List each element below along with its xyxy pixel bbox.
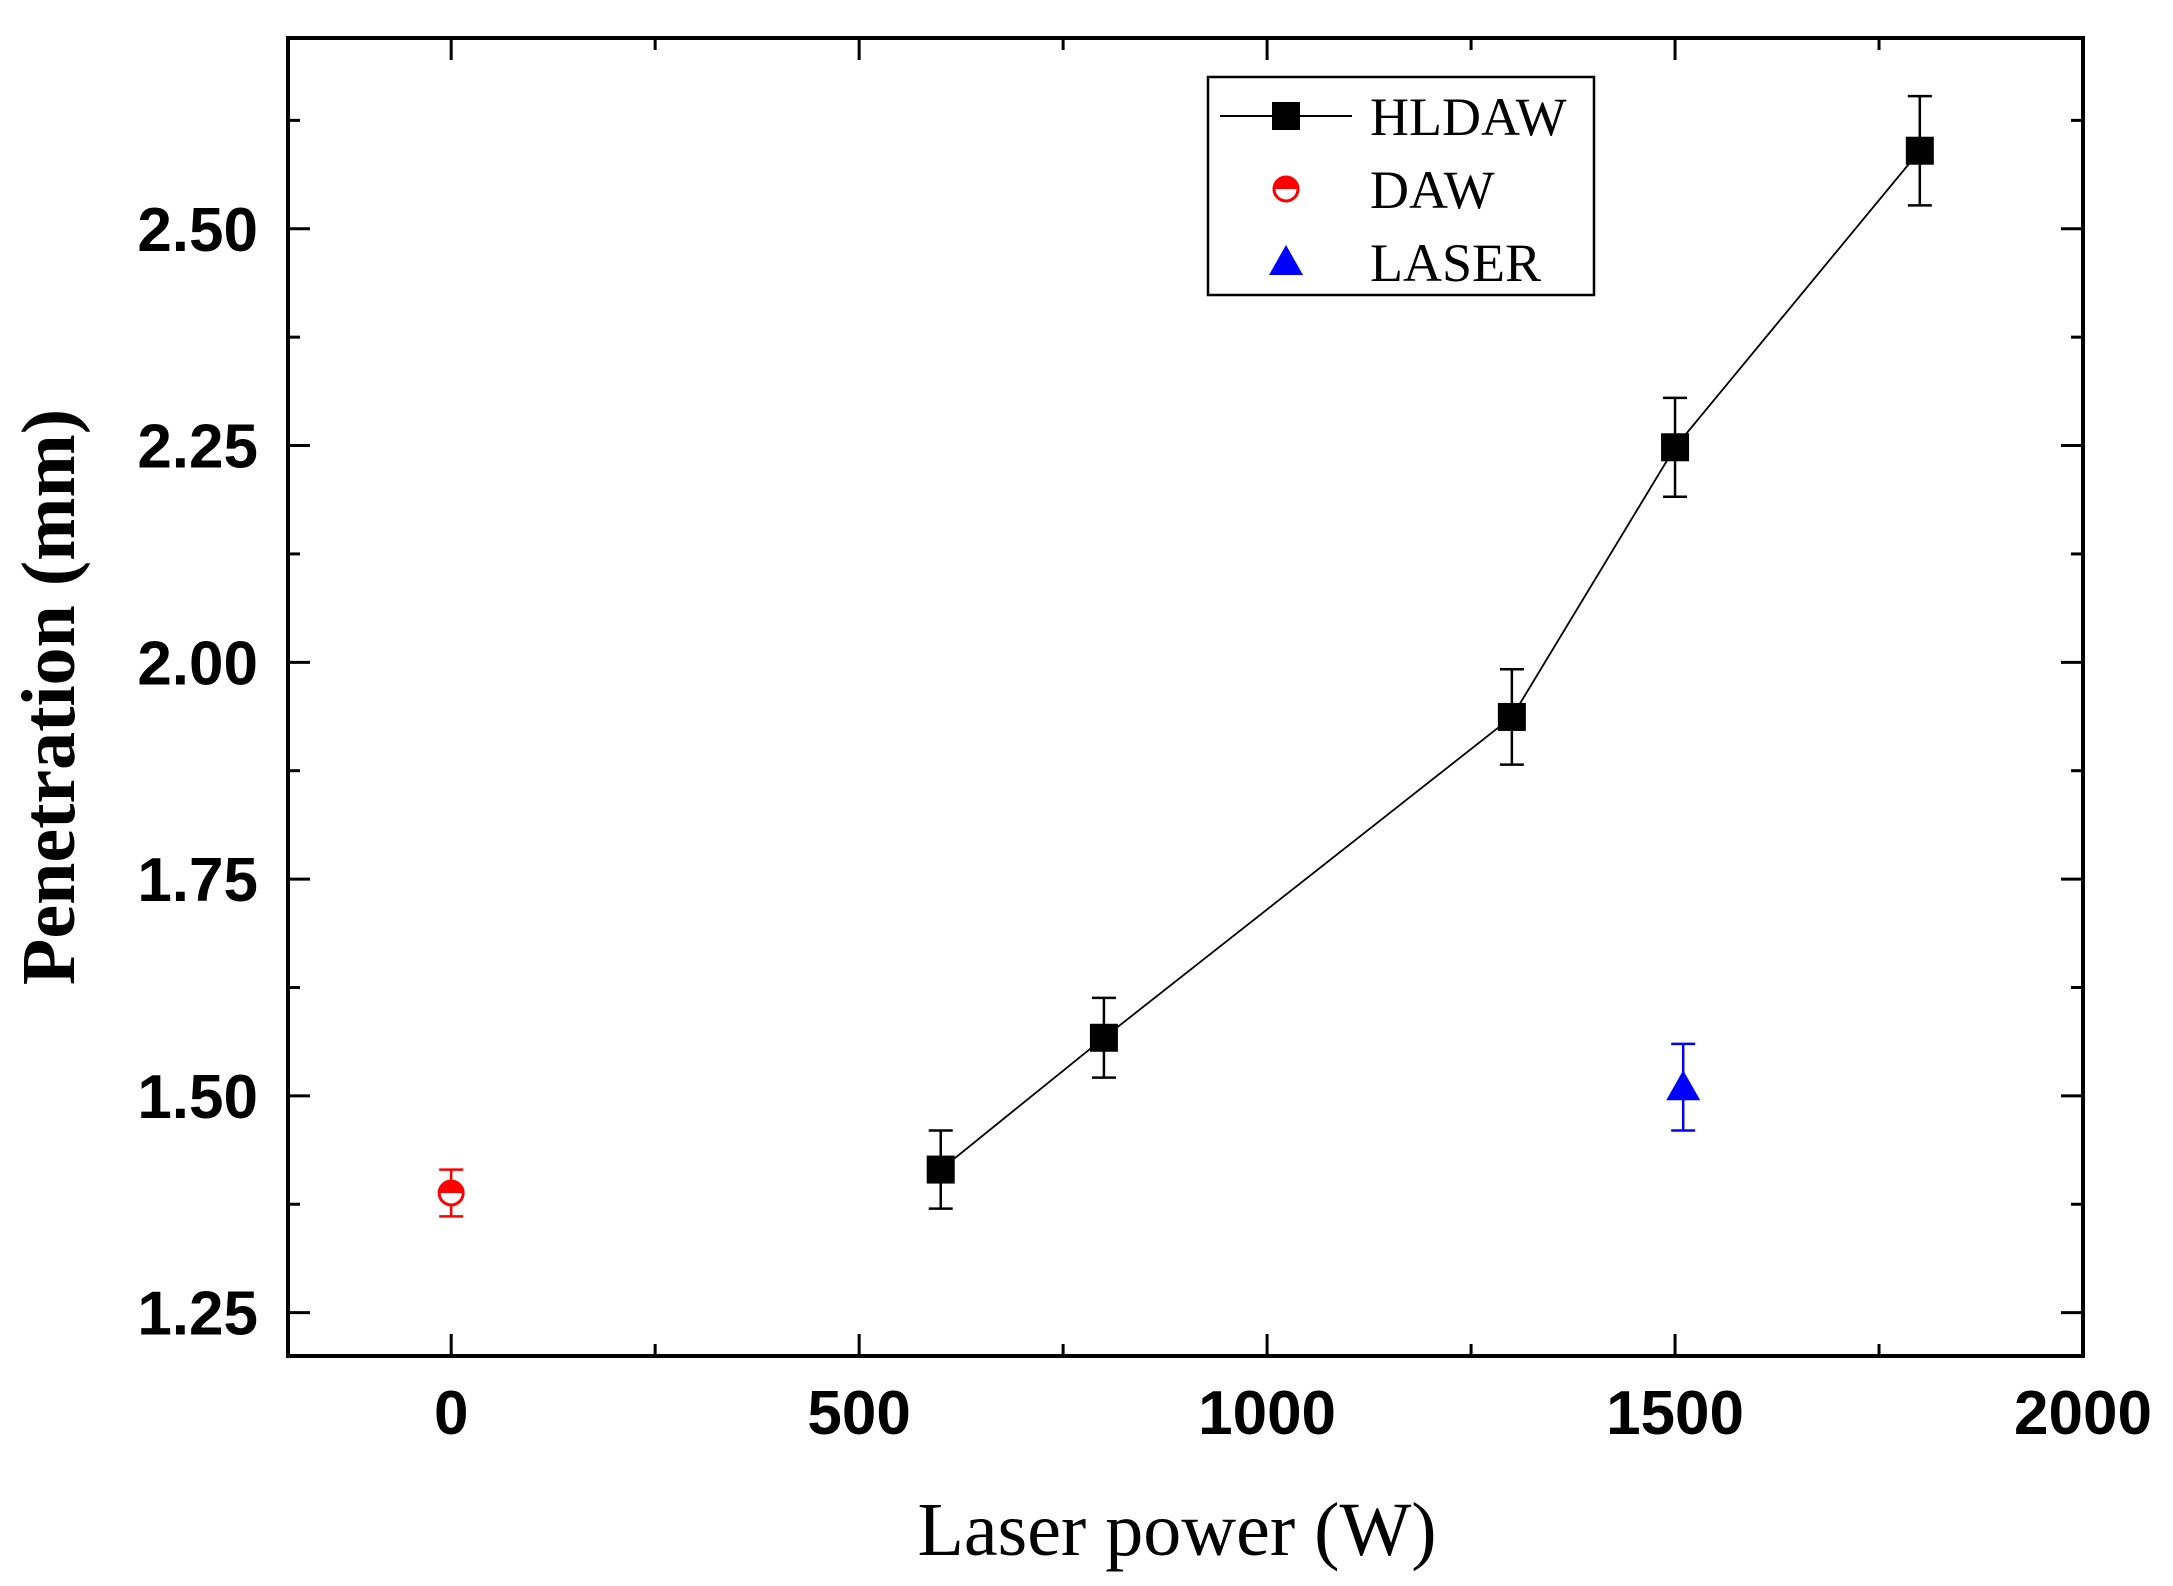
- legend-item-hldaw: HLDAW: [1220, 87, 1567, 147]
- axis-ticks: [288, 38, 2085, 1356]
- y-tick-label: 2.00: [137, 629, 258, 698]
- y-tick-label: 1.50: [137, 1063, 258, 1132]
- marker-fill: [439, 1180, 464, 1193]
- legend-label: DAW: [1370, 160, 1495, 220]
- series-hldaw: [926, 94, 1934, 1210]
- series-daw: [437, 1168, 465, 1218]
- data-point: [437, 1179, 465, 1207]
- legend-item-laser: LASER: [1269, 233, 1541, 293]
- x-tick-label: 2000: [2014, 1379, 2152, 1448]
- legend-label: LASER: [1370, 233, 1541, 293]
- legend-marker: [1272, 102, 1300, 130]
- series-line: [940, 150, 1921, 1171]
- data-point: [1661, 433, 1690, 462]
- y-tick-label: 1.75: [137, 846, 258, 915]
- x-tick-label: 0: [434, 1379, 468, 1448]
- plot-frame: [286, 36, 2085, 1358]
- axis-tick-labels: 0 500 1000 1500 2000 1.25 1.50 1.75 2.00 2.25 2.50: [137, 196, 2152, 1448]
- series-laser: [1666, 1042, 1701, 1132]
- y-tick-label: 2.25: [137, 413, 258, 482]
- x-tick-label: 1500: [1606, 1379, 1744, 1448]
- legend-label: HLDAW: [1370, 87, 1567, 147]
- data-point: [1089, 1023, 1118, 1052]
- marker-fill: [1274, 177, 1298, 189]
- y-tick-label: 2.50: [137, 196, 258, 265]
- data-point: [1905, 136, 1934, 165]
- x-tick-label: 1000: [1198, 1379, 1336, 1448]
- legend-marker: [1269, 245, 1303, 275]
- legend: HLDAW DAW LASER: [1206, 75, 1596, 297]
- series-layer: [437, 94, 1934, 1218]
- y-tick-label: 1.25: [137, 1280, 258, 1349]
- y-axis-title: Penetration (mm): [7, 409, 91, 985]
- data-point: [1666, 1070, 1701, 1101]
- data-point: [926, 1155, 955, 1184]
- x-axis-title: Laser power (W): [917, 1488, 1436, 1572]
- legend-item-daw: DAW: [1272, 160, 1495, 220]
- legend-marker: [1272, 175, 1300, 203]
- x-tick-label: 500: [807, 1379, 910, 1448]
- data-point: [1497, 702, 1526, 731]
